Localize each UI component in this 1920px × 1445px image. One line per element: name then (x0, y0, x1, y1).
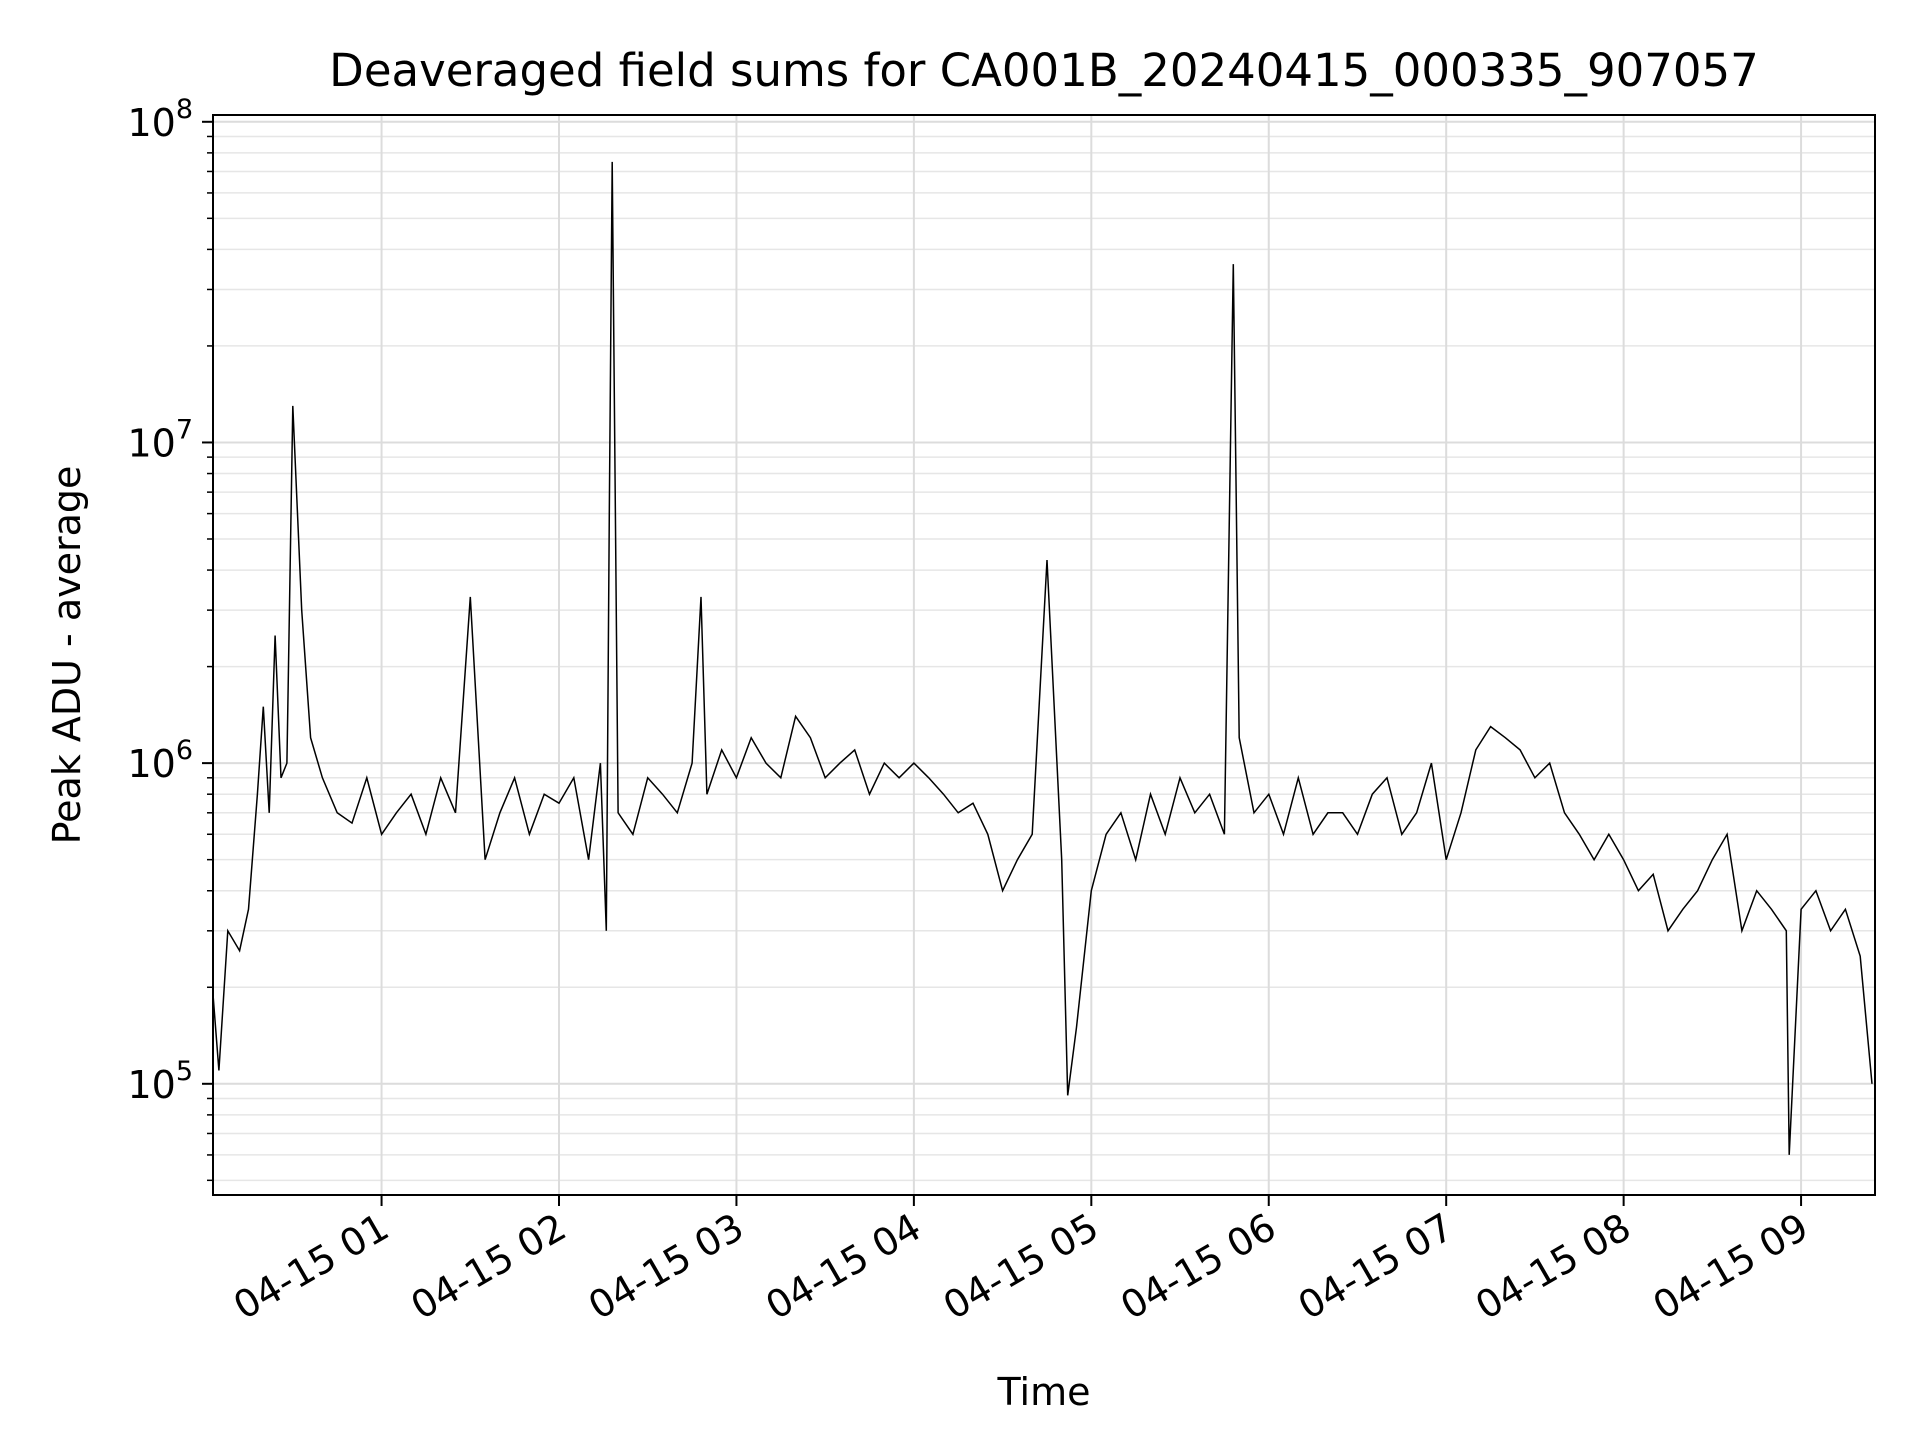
plot-frame (212, 114, 1876, 1196)
y-tick-label: 105 (127, 1056, 193, 1107)
chart-title: Deaveraged field sums for CA001B_2024041… (329, 44, 1759, 97)
y-tick-label: 108 (127, 94, 193, 145)
y-tick-label: 106 (127, 735, 193, 786)
x-axis-label: Time (997, 1370, 1091, 1414)
plot-data (212, 161, 1873, 1155)
y-axis: 105 106 107 108 (127, 94, 213, 1182)
series-line (212, 161, 1873, 1155)
y-axis-label: Peak ADU - average (45, 466, 89, 845)
y-tick-label: 107 (127, 414, 193, 465)
grid (213, 115, 1875, 1195)
